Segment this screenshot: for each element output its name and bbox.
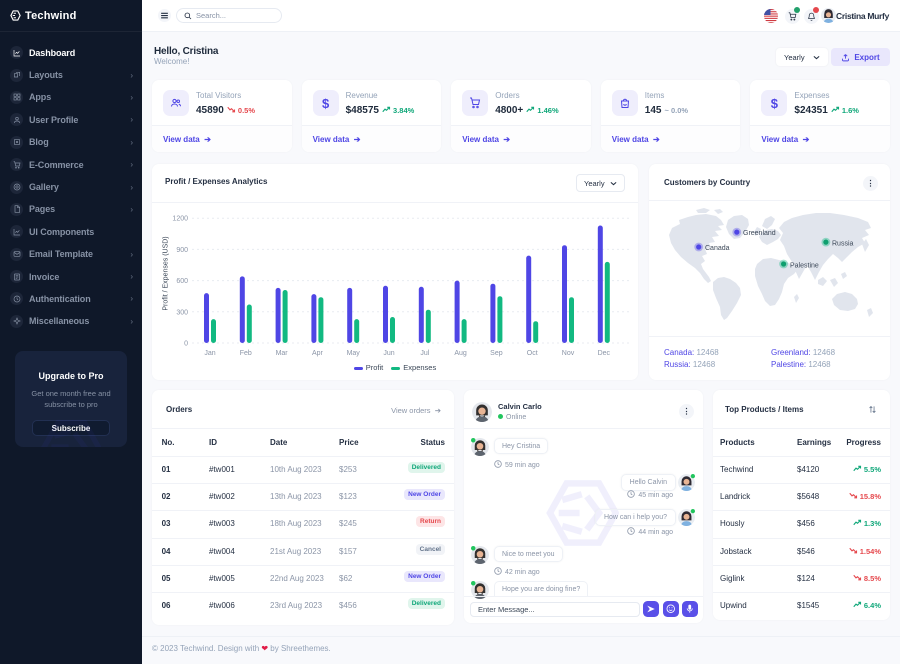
svg-text:Canada: Canada <box>705 245 730 252</box>
svg-text:Sep: Sep <box>490 350 503 357</box>
svg-text:Palestine: Palestine <box>790 263 819 270</box>
svg-text:900: 900 <box>176 247 188 254</box>
svg-text:600: 600 <box>176 278 188 285</box>
svg-text:May: May <box>347 350 361 357</box>
svg-text:Nov: Nov <box>562 350 575 357</box>
svg-text:1200: 1200 <box>172 216 188 223</box>
svg-text:Russia: Russia <box>832 241 854 248</box>
svg-text:Oct: Oct <box>527 350 538 357</box>
svg-text:Feb: Feb <box>240 350 252 357</box>
svg-text:Apr: Apr <box>312 350 324 357</box>
svg-text:0: 0 <box>184 341 188 348</box>
svg-text:Jun: Jun <box>383 350 394 357</box>
svg-text:Greenland: Greenland <box>743 230 776 237</box>
svg-text:Dec: Dec <box>598 350 611 357</box>
svg-text:Mar: Mar <box>276 350 289 357</box>
svg-text:Aug: Aug <box>454 350 467 357</box>
svg-text:Jul: Jul <box>420 350 429 357</box>
svg-text:300: 300 <box>176 309 188 316</box>
svg-text:Jan: Jan <box>204 350 215 357</box>
